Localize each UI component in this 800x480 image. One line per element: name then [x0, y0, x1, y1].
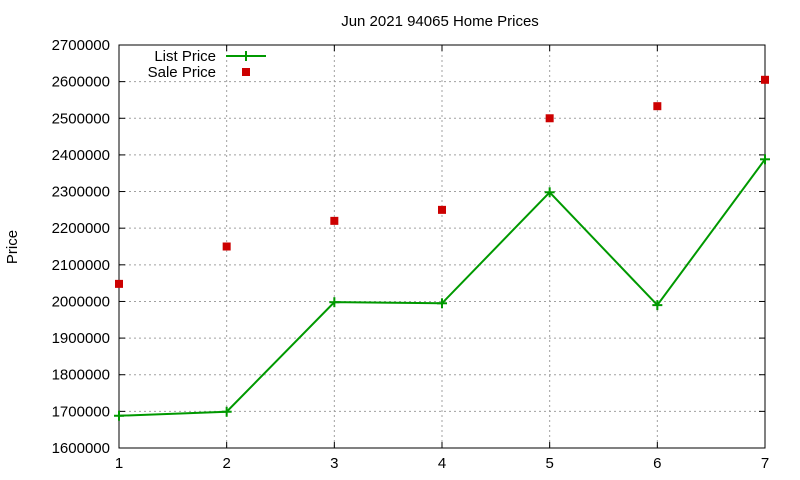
legend-label-list-price: List Price [154, 48, 216, 65]
y-tick-label: 1700000 [52, 403, 110, 420]
sale-price-point [438, 205, 446, 214]
y-tick-label: 1600000 [52, 440, 110, 457]
y-tick-label: 2700000 [52, 37, 110, 54]
x-tick-label: 7 [761, 455, 769, 472]
y-axis-label: Price [4, 230, 21, 264]
grid-lines [119, 45, 765, 448]
y-tick-label: 1900000 [52, 330, 110, 347]
list-price-point [221, 406, 232, 417]
sale-price-point [222, 242, 231, 251]
list-price-point [760, 154, 770, 165]
y-tick-label: 1800000 [52, 367, 110, 384]
legend-label-sale-price: Sale Price [148, 64, 216, 81]
sale-price-point [761, 75, 769, 84]
list-price-point [114, 410, 124, 421]
x-tick-label: 1 [115, 455, 123, 472]
y-tick-label: 2400000 [52, 147, 110, 164]
x-tick-label: 3 [330, 455, 338, 472]
sale-price-point [115, 279, 123, 288]
plot-frame [118, 44, 766, 449]
x-tick-label: 6 [653, 455, 661, 472]
x-tick-label: 4 [438, 455, 446, 472]
list-price-point [544, 187, 555, 198]
legend-marker-sale-price [242, 68, 250, 76]
sale-price-point [653, 102, 662, 111]
y-tick-label: 2300000 [52, 184, 110, 201]
chart-title: Jun 2021 94065 Home Prices [341, 13, 539, 30]
x-tick-label: 5 [545, 455, 553, 472]
x-tick-label: 2 [222, 455, 230, 472]
sale-price-point [330, 216, 339, 225]
list-price-point [652, 300, 663, 311]
y-tick-label: 2600000 [52, 74, 110, 91]
sale-price-point [545, 114, 554, 123]
axis-ticks: 1600000 1700000 1800000 1900000 2000000 21000… [52, 37, 770, 472]
y-tick-label: 2200000 [52, 220, 110, 237]
chart-series [114, 75, 770, 421]
y-tick-label: 2000000 [52, 293, 110, 310]
list-price-point [329, 297, 340, 308]
y-tick-label: 2100000 [52, 257, 110, 274]
y-tick-label: 2500000 [52, 110, 110, 127]
list-price-line [118, 158, 766, 417]
list-price-point [437, 298, 447, 309]
